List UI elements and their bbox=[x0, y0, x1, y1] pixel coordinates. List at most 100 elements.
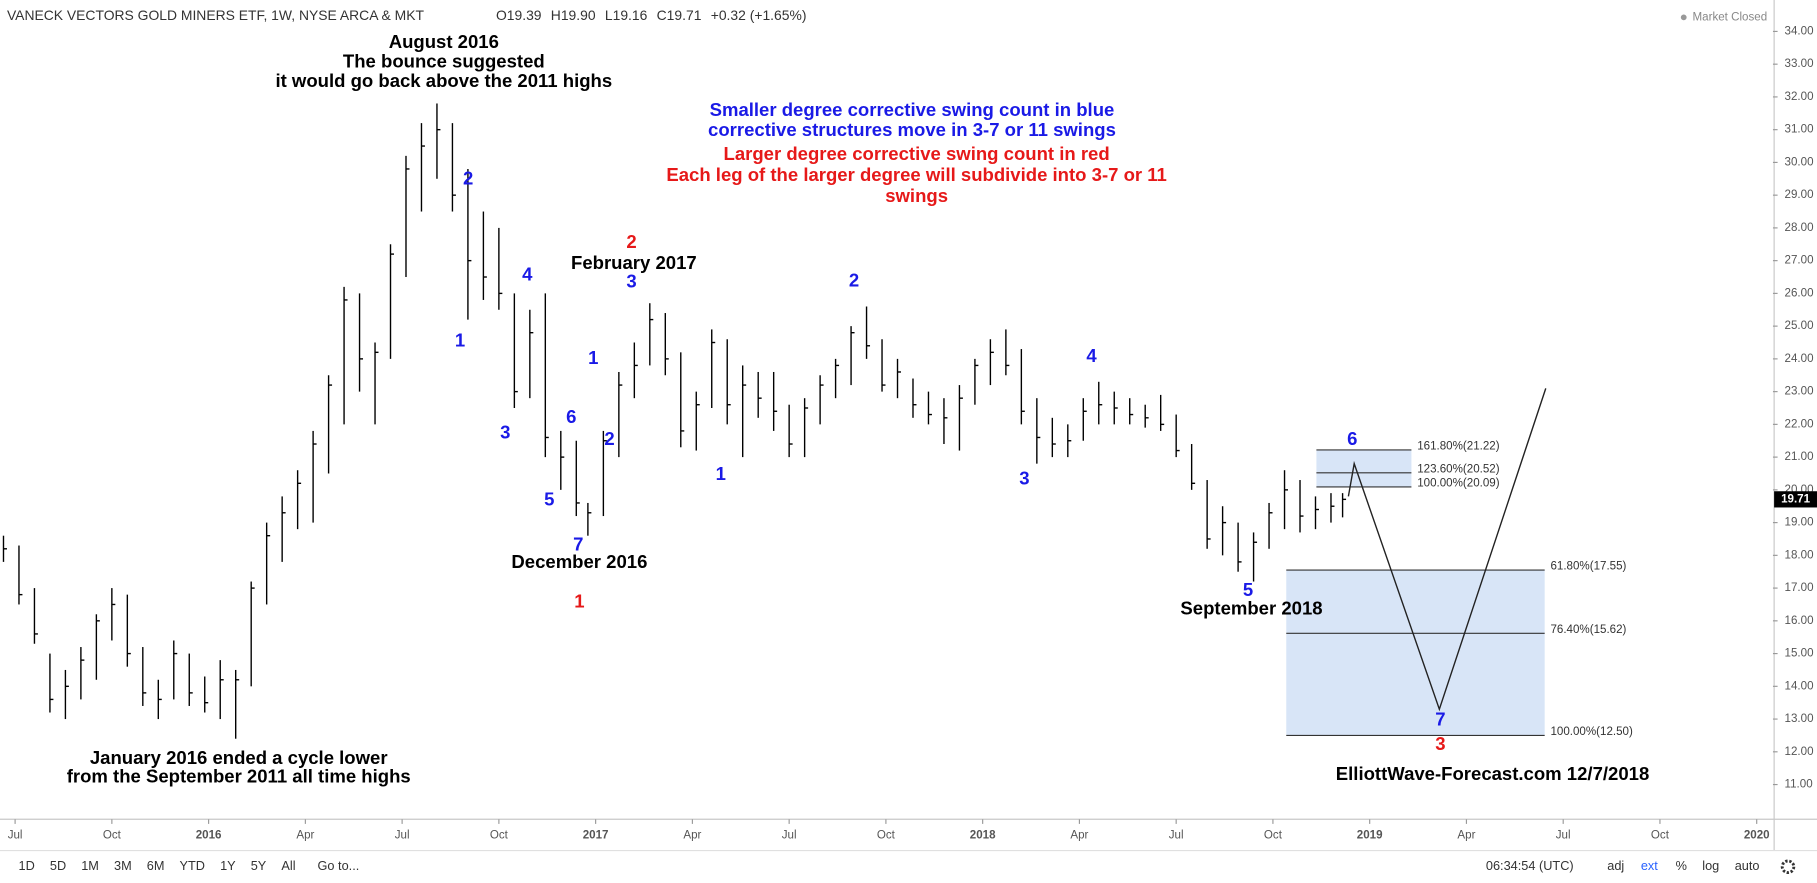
x-tick-label: Jul bbox=[1556, 830, 1571, 842]
x-tick-label: 2017 bbox=[583, 830, 609, 842]
y-tick-label: 33.00 bbox=[1785, 58, 1814, 70]
y-tick-label: 14.00 bbox=[1785, 680, 1814, 692]
y-tick-label: 32.00 bbox=[1785, 91, 1814, 103]
y-tick-label: 15.00 bbox=[1785, 648, 1814, 660]
annotation-text: Each leg of the larger degree will subdi… bbox=[666, 164, 1166, 185]
y-tick-label: 23.00 bbox=[1785, 386, 1814, 398]
annotation-text: Larger degree corrective swing count in … bbox=[724, 143, 1110, 164]
y-tick-label: 17.00 bbox=[1785, 582, 1814, 594]
y-tick-label: 16.00 bbox=[1785, 615, 1814, 627]
bars-group bbox=[2, 103, 1547, 739]
x-tick-label: Jul bbox=[8, 830, 23, 842]
fib-label: 100.00%(20.09) bbox=[1417, 477, 1500, 489]
ohlc-readout: H19.90 bbox=[551, 7, 596, 23]
wave-label: 2 bbox=[463, 168, 473, 189]
axis-option[interactable]: log bbox=[1702, 858, 1719, 873]
wave-label: 1 bbox=[588, 347, 598, 368]
annotation-text: it would go back above the 2011 highs bbox=[275, 70, 612, 91]
x-tick-label: Apr bbox=[1457, 830, 1475, 842]
y-tick-label: 26.00 bbox=[1785, 287, 1814, 299]
y-tick-label: 11.00 bbox=[1785, 779, 1813, 791]
fib-label: 161.80%(21.22) bbox=[1417, 440, 1500, 452]
range-button[interactable]: 6M bbox=[147, 858, 165, 873]
x-tick-label: Oct bbox=[103, 830, 122, 842]
wave-label: 7 bbox=[1435, 709, 1445, 730]
fib-label: 123.60%(20.52) bbox=[1417, 463, 1500, 475]
annotation-text: ElliottWave-Forecast.com 12/7/2018 bbox=[1336, 763, 1649, 784]
goto-button[interactable]: Go to... bbox=[318, 858, 360, 873]
x-tick-label: Oct bbox=[877, 830, 896, 842]
range-button[interactable]: 5Y bbox=[251, 858, 267, 873]
fib-label: 76.40%(15.62) bbox=[1550, 624, 1626, 636]
fib-label: 100.00%(12.50) bbox=[1550, 726, 1633, 738]
wave-label: 2 bbox=[626, 231, 636, 252]
axis-option[interactable]: % bbox=[1676, 858, 1687, 873]
ohlc-readout: C19.71 bbox=[657, 7, 702, 23]
wave-label: 3 bbox=[626, 271, 636, 292]
wave-label: 6 bbox=[1347, 428, 1357, 449]
wave-label: 3 bbox=[1019, 468, 1029, 489]
x-tick-label: Oct bbox=[1264, 830, 1283, 842]
y-tick-label: 19.00 bbox=[1785, 517, 1814, 529]
axis-option[interactable]: ext bbox=[1641, 858, 1658, 873]
y-tick-label: 12.00 bbox=[1785, 746, 1814, 758]
last-price-label: 19.71 bbox=[1781, 493, 1811, 505]
x-tick-label: Oct bbox=[490, 830, 509, 842]
x-tick-label: Apr bbox=[683, 830, 701, 842]
axis-option[interactable]: adj bbox=[1607, 858, 1624, 873]
x-tick-label: Apr bbox=[296, 830, 314, 842]
y-tick-label: 28.00 bbox=[1785, 222, 1814, 234]
y-tick-label: 21.00 bbox=[1785, 451, 1814, 463]
change-readout: +0.32 (+1.65%) bbox=[711, 7, 807, 23]
range-button[interactable]: 3M bbox=[114, 858, 132, 873]
fib-zone bbox=[1316, 449, 1412, 487]
annotation-text: August 2016 bbox=[389, 31, 499, 52]
axis-option[interactable]: auto bbox=[1735, 858, 1760, 873]
chart-title: VANECK VECTORS GOLD MINERS ETF, 1W, NYSE… bbox=[7, 7, 425, 23]
x-tick-label: Apr bbox=[1070, 830, 1088, 842]
range-button[interactable]: All bbox=[281, 858, 295, 873]
settings-button[interactable] bbox=[1780, 859, 1796, 875]
y-tick-label: 18.00 bbox=[1785, 549, 1814, 561]
fib-zone bbox=[1286, 570, 1545, 736]
annotation-text: January 2016 ended a cycle lower bbox=[90, 747, 388, 768]
wave-label: 4 bbox=[522, 264, 533, 285]
annotation-text: September 2018 bbox=[1180, 597, 1322, 618]
annotation-text: swings bbox=[885, 185, 948, 206]
projection-line bbox=[1347, 388, 1547, 712]
range-button[interactable]: 1M bbox=[81, 858, 99, 873]
y-tick-label: 20.00 bbox=[1785, 484, 1814, 496]
x-tick-label: 2018 bbox=[970, 830, 996, 842]
y-tick-label: 29.00 bbox=[1785, 189, 1814, 201]
wave-label: 2 bbox=[849, 269, 859, 290]
wave-label: 6 bbox=[566, 406, 576, 427]
annotation-text: Smaller degree corrective swing count in… bbox=[710, 99, 1115, 120]
y-tick-label: 13.00 bbox=[1785, 713, 1814, 725]
annotation-text: The bounce suggested bbox=[343, 50, 545, 71]
wave-label: 5 bbox=[544, 488, 554, 509]
annotation-text: from the September 2011 all time highs bbox=[67, 765, 411, 786]
range-button[interactable]: 5D bbox=[50, 858, 66, 873]
x-tick-label: Oct bbox=[1651, 830, 1670, 842]
y-tick-label: 27.00 bbox=[1785, 255, 1814, 267]
annotation-text: corrective structures move in 3-7 or 11 … bbox=[708, 119, 1116, 140]
wave-label: 1 bbox=[455, 330, 465, 351]
annotation-text: February 2017 bbox=[571, 252, 697, 273]
y-tick-label: 34.00 bbox=[1785, 25, 1814, 37]
fib-label: 61.80%(17.55) bbox=[1550, 561, 1626, 573]
range-button[interactable]: 1Y bbox=[220, 858, 236, 873]
range-button[interactable]: 1D bbox=[19, 858, 35, 873]
wave-label: 1 bbox=[716, 463, 726, 484]
wave-label: 4 bbox=[1086, 345, 1097, 366]
annotation-text: December 2016 bbox=[511, 551, 647, 572]
ohlc-readout: L19.16 bbox=[605, 7, 648, 23]
x-tick-label: 2019 bbox=[1357, 830, 1383, 842]
clock: 06:34:54 (UTC) bbox=[1486, 858, 1574, 873]
wave-label: 7 bbox=[573, 534, 583, 555]
y-tick-label: 22.00 bbox=[1785, 418, 1814, 430]
x-tick-label: Jul bbox=[395, 830, 410, 842]
ohlc-readout: O19.39 bbox=[496, 7, 542, 23]
range-button[interactable]: YTD bbox=[180, 858, 205, 873]
